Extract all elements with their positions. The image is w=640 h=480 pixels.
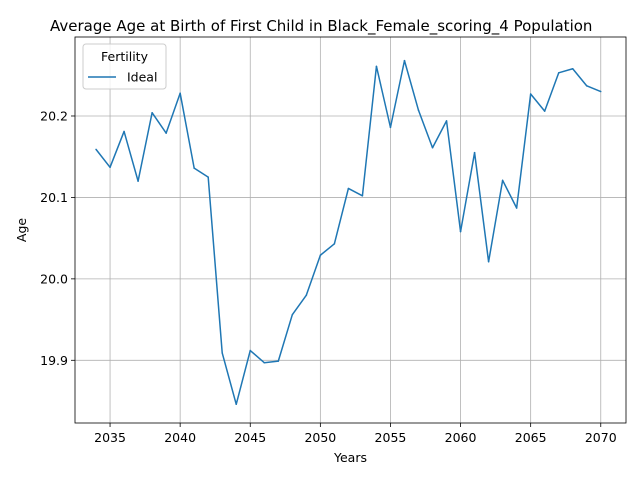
series-line-0 [96,61,601,405]
y-tick-label: 20.2 [40,108,68,123]
legend-entry-label: Ideal [127,70,157,85]
data-point [207,176,209,178]
data-point [474,152,476,154]
data-point [306,294,308,296]
data-point [460,231,462,233]
data-point [558,72,560,74]
data-point [586,85,588,87]
data-point [137,180,139,182]
data-point [193,167,195,169]
data-point [250,350,252,352]
data-point [123,131,125,133]
data-point [404,60,406,62]
data-point [432,147,434,149]
data-point [446,120,448,122]
x-tick-label: 2045 [234,430,266,445]
data-point [320,254,322,256]
data-point [334,243,336,245]
x-axis-label: Years [333,450,367,465]
y-tick-label: 20.1 [40,190,68,205]
data-point [165,132,167,134]
data-point [221,352,223,354]
data-point [544,110,546,112]
data-point [348,188,350,190]
x-tick-label: 2065 [515,430,547,445]
data-point [502,180,504,182]
legend-title: Fertility [101,49,149,64]
data-point [376,66,378,68]
data-point [572,68,574,70]
data-point [179,92,181,94]
y-tick-label: 20.0 [40,271,68,286]
data-point [390,127,392,129]
y-axis-label: Age [14,218,29,242]
data-point [95,149,97,151]
data-point [151,112,153,114]
data-point [278,360,280,362]
data-point [362,195,364,197]
data-point [109,167,111,169]
data-point [264,362,266,364]
x-tick-label: 2040 [164,430,196,445]
x-tick-label: 2070 [585,430,617,445]
data-point [418,110,420,112]
data-point [530,93,532,95]
chart-title: Average Age at Birth of First Child in B… [50,17,592,36]
data-point [292,314,294,316]
data-point [516,207,518,209]
data-point [600,91,602,93]
x-tick-label: 2060 [445,430,477,445]
x-tick-label: 2055 [375,430,407,445]
x-tick-label: 2035 [94,430,126,445]
x-tick-label: 2050 [304,430,336,445]
plot-frame [75,37,626,423]
data-point [235,404,237,406]
y-tick-label: 19.9 [40,353,68,368]
data-point [488,261,490,263]
